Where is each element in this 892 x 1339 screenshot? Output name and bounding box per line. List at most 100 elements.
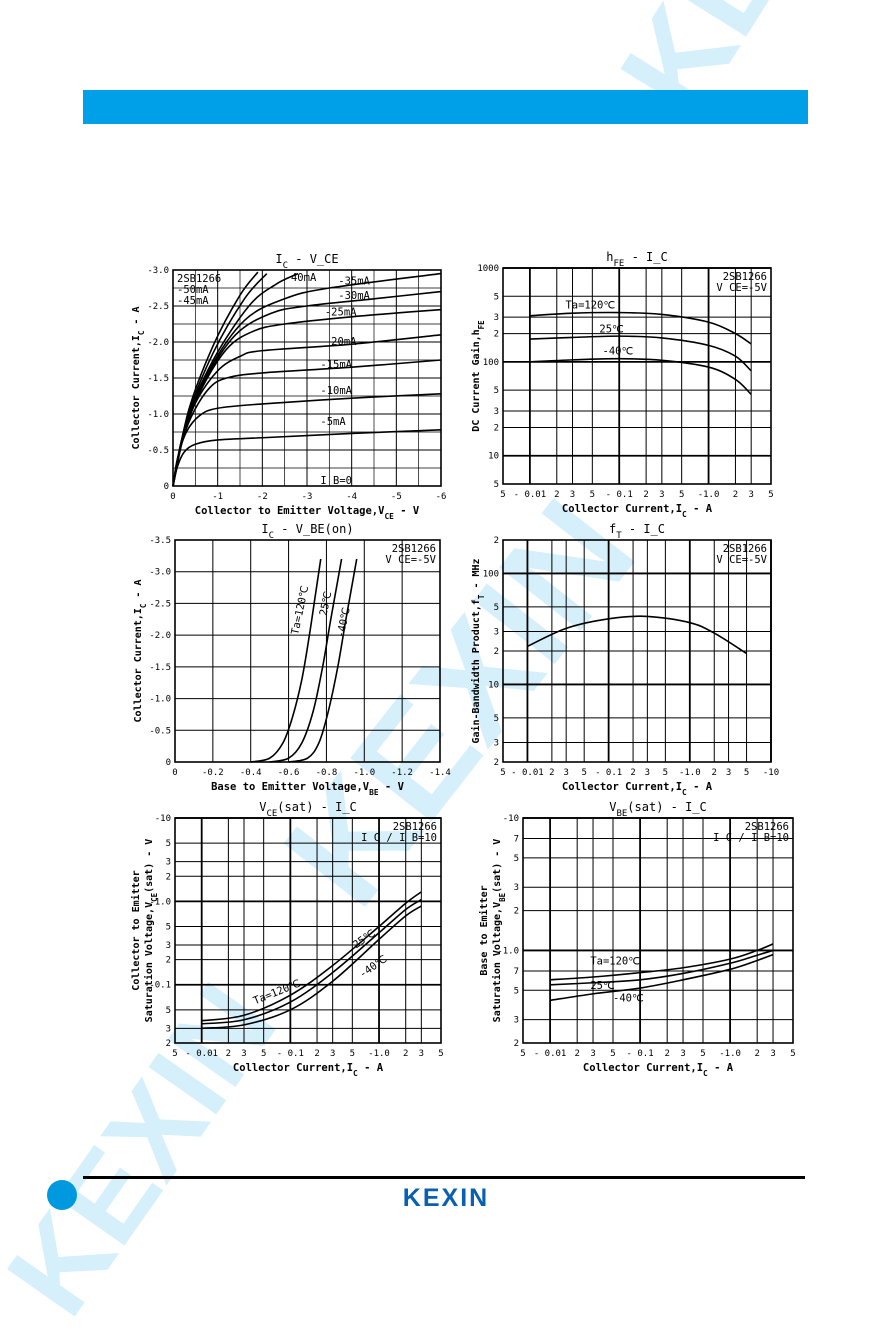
curve-label: -40℃ (357, 953, 389, 981)
grid (522, 817, 794, 1044)
series-line (529, 357, 752, 396)
y-tick-label: 5 (494, 603, 499, 613)
chart-hfe-ic: 5- 0.01 2 3 5- 0.1 2 3 5 -1.0 2 3 5510235100235100… (470, 250, 774, 519)
y-axis-label-line2: Saturation Voltage,VCE(sat) - V (143, 839, 159, 1023)
y-tick-label: -2.0 (149, 631, 171, 641)
y-tick-label: -1.5 (147, 374, 169, 384)
x-tick-label: -0.2 (202, 768, 224, 778)
series-line (172, 429, 442, 487)
x-tick-label: 3 (726, 768, 731, 778)
x-tick-label: - 0.1 (627, 1049, 654, 1059)
x-tick-label: -1.0 (719, 1049, 741, 1059)
page-marker-dot (47, 1180, 77, 1210)
x-tick-label: -2 (257, 492, 268, 502)
x-tick-label: 5 (500, 768, 505, 778)
curve-label: -20mA (325, 336, 357, 348)
x-tick-label: 2 (643, 490, 648, 500)
y-tick-label: -2.5 (149, 599, 171, 609)
info-text: 2SB1266 (723, 271, 767, 283)
x-tick-label: 3 (330, 1049, 335, 1059)
x-tick-label: 2 (733, 490, 738, 500)
curve-label: Ta=120℃ (565, 300, 615, 312)
y-axis-label: Gain-Bandwidth Product,fT - MHz (470, 558, 486, 743)
curve-label: Ta=120℃ (289, 584, 311, 635)
y-tick-label: 2 (166, 1039, 171, 1049)
x-tick-label: -0.6 (278, 768, 300, 778)
x-tick-label: 5 (679, 490, 684, 500)
x-tick-label: -10 (763, 768, 779, 778)
x-tick-label: 2 (226, 1049, 231, 1059)
info-text: 2SB1266 (393, 821, 437, 833)
plot-frame (502, 539, 772, 763)
x-tick-label: - 0.1 (606, 490, 633, 500)
y-tick-label: 100 (483, 569, 499, 579)
curve-label: 25℃ (599, 324, 624, 336)
x-tick-label: -1.4 (429, 768, 451, 778)
chart-ft-ic: 5- 0.01 2 3 5- 0.1 2 3 5 -1.0 2 3 5 -10235102351002… (470, 522, 779, 797)
x-axis-label: Base to Emitter Voltage,VBE - V (211, 781, 404, 797)
x-tick-label: 0 (170, 492, 175, 502)
y-tick-label: 3 (166, 1024, 171, 1034)
x-tick-label: 3 (241, 1049, 246, 1059)
x-tick-label: - 0.1 (595, 768, 622, 778)
y-tick-label: -10 (155, 814, 171, 824)
info-text: I C / I B=10 (713, 832, 789, 844)
series-line (527, 615, 747, 655)
y-tick-label: -0.5 (147, 446, 169, 456)
y-tick-label: 3 (494, 627, 499, 637)
x-tick-label: -1 (212, 492, 223, 502)
x-axis-label: Collector Current,IC - A (562, 781, 713, 797)
y-tick-label: 2 (514, 1039, 519, 1049)
info-text: 2SB1266 (392, 543, 436, 555)
chart-vbesat-ic: 5- 0.01 2 3 5- 0.1 2 3 5 -1.0 2 3 52357-1.02357-10… (478, 800, 796, 1078)
x-tick-label: 0 (172, 768, 177, 778)
y-tick-label: 2 (514, 907, 519, 917)
x-tick-label: 2 (314, 1049, 319, 1059)
y-tick-label: 3 (494, 738, 499, 748)
curve-label: -40mA (285, 272, 317, 284)
y-tick-label: 2 (494, 536, 499, 546)
y-tick-label: 5 (494, 480, 499, 490)
plot-frame (502, 267, 772, 485)
y-axis-label-line1: Base to Emitter (478, 885, 490, 975)
plot-frame (172, 269, 442, 487)
x-tick-label: 2 (712, 768, 717, 778)
x-tick-label: -1.2 (391, 768, 413, 778)
y-tick-label: 7 (514, 967, 519, 977)
y-tick-label: -1.0 (147, 410, 169, 420)
y-tick-label: -1.5 (149, 663, 171, 673)
chart-title: VBE(sat) - I_C (609, 800, 707, 819)
x-tick-label: -5 (391, 492, 402, 502)
info-text: V CE=-5V (716, 282, 767, 294)
curve-label: 25℃ (318, 590, 335, 617)
y-tick-label: -0.5 (149, 726, 171, 736)
info-text: -45mA (177, 295, 209, 307)
plot-frame (174, 539, 441, 763)
curve-label: Ta=120℃ (590, 956, 640, 968)
y-tick-label: -3.0 (147, 266, 169, 276)
x-tick-label: 5 (790, 1049, 795, 1059)
series-line (172, 271, 259, 487)
x-tick-label: 5 (438, 1049, 443, 1059)
x-tick-label: 5 (590, 490, 595, 500)
x-tick-label: 2 (549, 768, 554, 778)
x-tick-label: - 0.01 (511, 768, 544, 778)
x-tick-label: 5 (663, 768, 668, 778)
y-tick-label: 5 (514, 854, 519, 864)
y-tick-label: -2.5 (147, 302, 169, 312)
series-line (550, 943, 774, 981)
curve-label: -40℃ (613, 993, 644, 1005)
curve-label: -35mA (338, 275, 370, 287)
y-tick-label: 2 (494, 330, 499, 340)
grid (502, 539, 772, 763)
y-tick-label: 2 (494, 423, 499, 433)
series-line (550, 949, 774, 986)
y-tick-label: -1.0 (149, 897, 171, 907)
y-tick-label: 2 (166, 872, 171, 882)
x-tick-label: 2 (630, 768, 635, 778)
series-line (269, 558, 343, 763)
x-tick-label: - 0.01 (534, 1049, 567, 1059)
curve-label: -40℃ (335, 606, 353, 639)
chart-title: hFE - I_C (606, 250, 667, 269)
x-tick-label: 5 (581, 768, 586, 778)
